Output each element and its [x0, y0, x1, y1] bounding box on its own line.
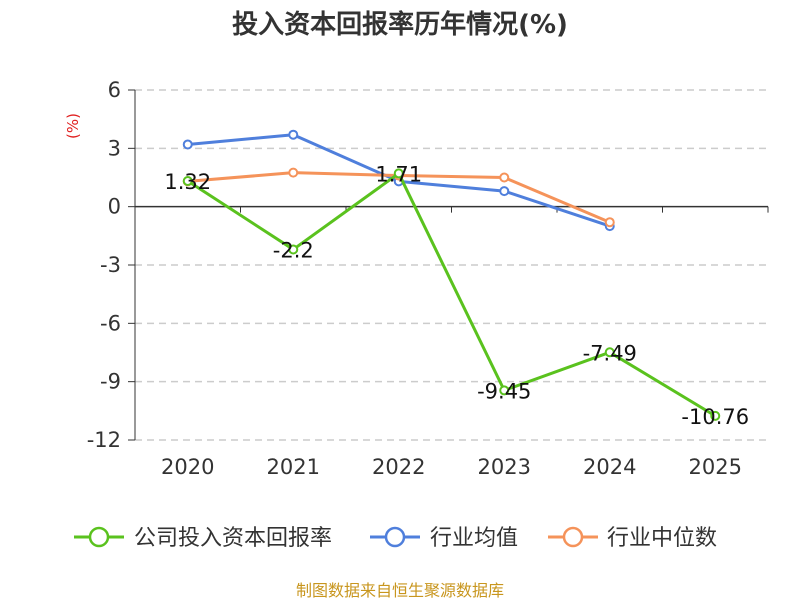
data-point [182, 176, 193, 186]
data-point [499, 172, 510, 183]
x-tick-label: 2021 [267, 455, 320, 479]
y-tick-label: 6 [108, 78, 121, 102]
x-tick-label: 2023 [478, 455, 531, 479]
data-point [288, 244, 299, 255]
data-label: -7.49 [583, 341, 637, 365]
axes: 6 3 0 -3 -6 -9 -12 2020 2021 2022 2023 2024 2025 [87, 78, 769, 479]
data-point [604, 347, 615, 358]
x-tick-label: 2020 [161, 455, 214, 479]
y-tick-label: 0 [108, 195, 121, 219]
legend-marker [562, 526, 584, 548]
legend-label: 行业中位数 [607, 526, 717, 551]
data-label: -9.45 [477, 379, 531, 403]
data-point [604, 217, 615, 228]
data-point [710, 410, 721, 421]
data-point [499, 385, 510, 396]
data-point [288, 167, 299, 178]
data-label: -2.2 [273, 238, 314, 262]
legend-item: 行业均值 [370, 526, 518, 551]
y-tick-label: -3 [100, 253, 121, 277]
y-tick-label: -9 [100, 370, 121, 394]
data-label: -10.76 [681, 405, 749, 429]
legend-label: 公司投入资本回报率 [134, 526, 332, 551]
y-tick-label: -12 [87, 428, 121, 452]
x-tick-label: 2022 [372, 455, 425, 479]
data-label: 1.32 [164, 170, 211, 194]
y-axis-label: (%) [64, 113, 82, 139]
data-point [393, 168, 404, 179]
y-tick-label: 3 [108, 136, 121, 160]
data-point [499, 186, 510, 197]
legend-label: 行业均值 [430, 526, 518, 551]
legend-marker [384, 526, 406, 548]
data-point [288, 129, 299, 140]
y-tick-label: -6 [100, 311, 121, 335]
x-tick-label: 2024 [583, 455, 636, 479]
series-lines [182, 129, 721, 421]
legend: 公司投入资本回报率 行业均值 行业中位数 [74, 526, 717, 551]
chart-title: 投入资本回报率历年情况(%) [232, 9, 568, 40]
data-label: 1.71 [375, 162, 422, 186]
data-point [182, 139, 193, 150]
x-tick-label: 2025 [689, 455, 742, 479]
legend-item: 公司投入资本回报率 [74, 526, 332, 551]
legend-item: 行业中位数 [548, 526, 717, 551]
source-note: 制图数据来自恒生聚源数据库 [296, 581, 504, 600]
grid-lines [135, 89, 768, 441]
series-line [186, 171, 717, 418]
legend-marker [88, 526, 110, 548]
data-labels: 1.32 -2.2 1.71 -9.45 -7.49 -10.76 [164, 162, 749, 428]
